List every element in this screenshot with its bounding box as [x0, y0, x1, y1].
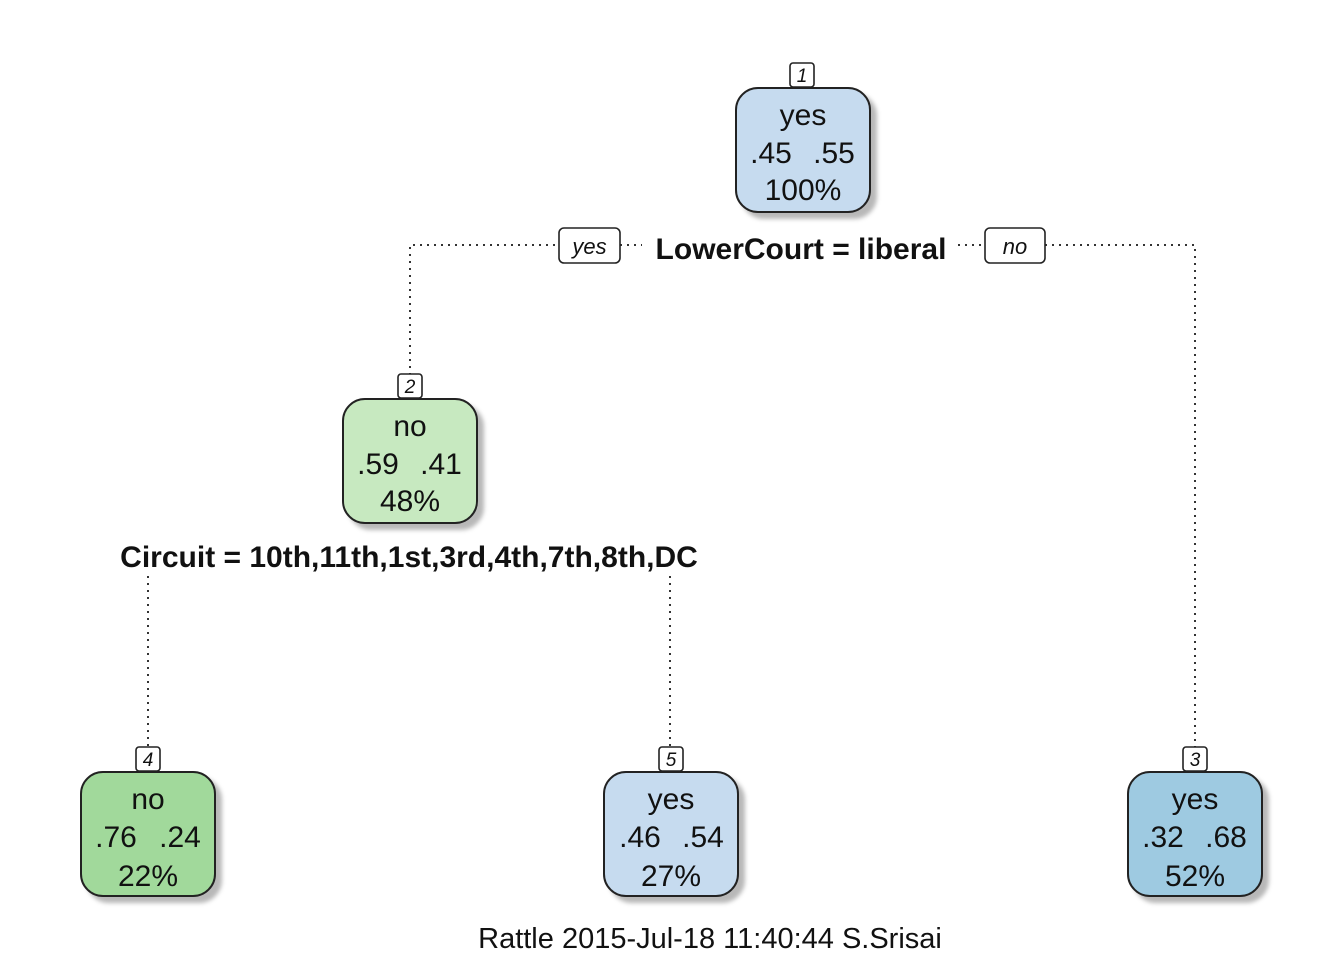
footer-caption: Rattle 2015-Jul-18 11:40:44 S.Srisai — [478, 923, 942, 955]
node-class: yes — [780, 99, 827, 132]
node-percent: 100% — [765, 174, 842, 207]
node-class: yes — [648, 783, 695, 816]
edge-1-2 — [409, 244, 558, 375]
node-number-tag — [789, 62, 815, 88]
node-prob-yes: .41 — [420, 448, 462, 481]
node-prob-yes: .55 — [813, 137, 855, 170]
node-box — [342, 398, 478, 524]
node-box — [735, 87, 871, 213]
node-number-tag — [397, 373, 423, 399]
tree-node-1: 1 yes .45 .55 100% — [735, 62, 871, 213]
node-number-tag — [1182, 746, 1208, 772]
branch-yes-label: yes — [570, 234, 606, 259]
node-class: no — [131, 783, 164, 816]
node-box — [80, 771, 216, 897]
node-prob-no: .45 — [750, 137, 792, 170]
split-label-root: LowerCourt = liberal — [656, 233, 947, 266]
node-number: 3 — [1190, 750, 1201, 771]
tree-node-2: 2 no .59 .41 48% — [342, 373, 478, 524]
node-box — [1127, 771, 1263, 897]
node-class: no — [393, 410, 426, 443]
node-prob-no: .76 — [95, 821, 137, 854]
node-percent: 52% — [1165, 860, 1225, 893]
tree-node-4: 4 no .76 .24 22% — [80, 746, 216, 897]
node-number: 5 — [666, 750, 677, 771]
node-prob-no: .46 — [619, 821, 661, 854]
branch-no-label: no — [1003, 234, 1027, 259]
branch-no-box — [984, 227, 1046, 264]
node-number: 2 — [404, 377, 416, 398]
tree-node-3: 3 yes .32 .68 52% — [1127, 746, 1263, 897]
node-number-tag — [658, 746, 684, 772]
node-number-tag — [135, 746, 161, 772]
node-percent: 22% — [118, 860, 178, 893]
node-prob-no: .59 — [357, 448, 399, 481]
edge-1-3 — [1045, 244, 1196, 748]
node-number: 1 — [797, 66, 808, 87]
split-label-node-2: Circuit = 10th,11th,1st,3rd,4th,7th,8th,… — [120, 541, 698, 574]
node-box — [603, 771, 739, 897]
node-percent: 27% — [641, 860, 701, 893]
node-class: yes — [1172, 783, 1219, 816]
node-prob-yes: .24 — [159, 821, 201, 854]
node-prob-yes: .54 — [682, 821, 724, 854]
branch-yes-box — [558, 227, 621, 264]
node-prob-yes: .68 — [1205, 821, 1247, 854]
node-number: 4 — [143, 750, 154, 771]
root-split: yes LowerCourt = liberal no — [558, 227, 1046, 266]
tree-node-5: 5 yes .46 .54 27% — [603, 746, 739, 897]
node-prob-no: .32 — [1142, 821, 1184, 854]
node-percent: 48% — [380, 485, 440, 518]
edges — [147, 244, 1196, 748]
